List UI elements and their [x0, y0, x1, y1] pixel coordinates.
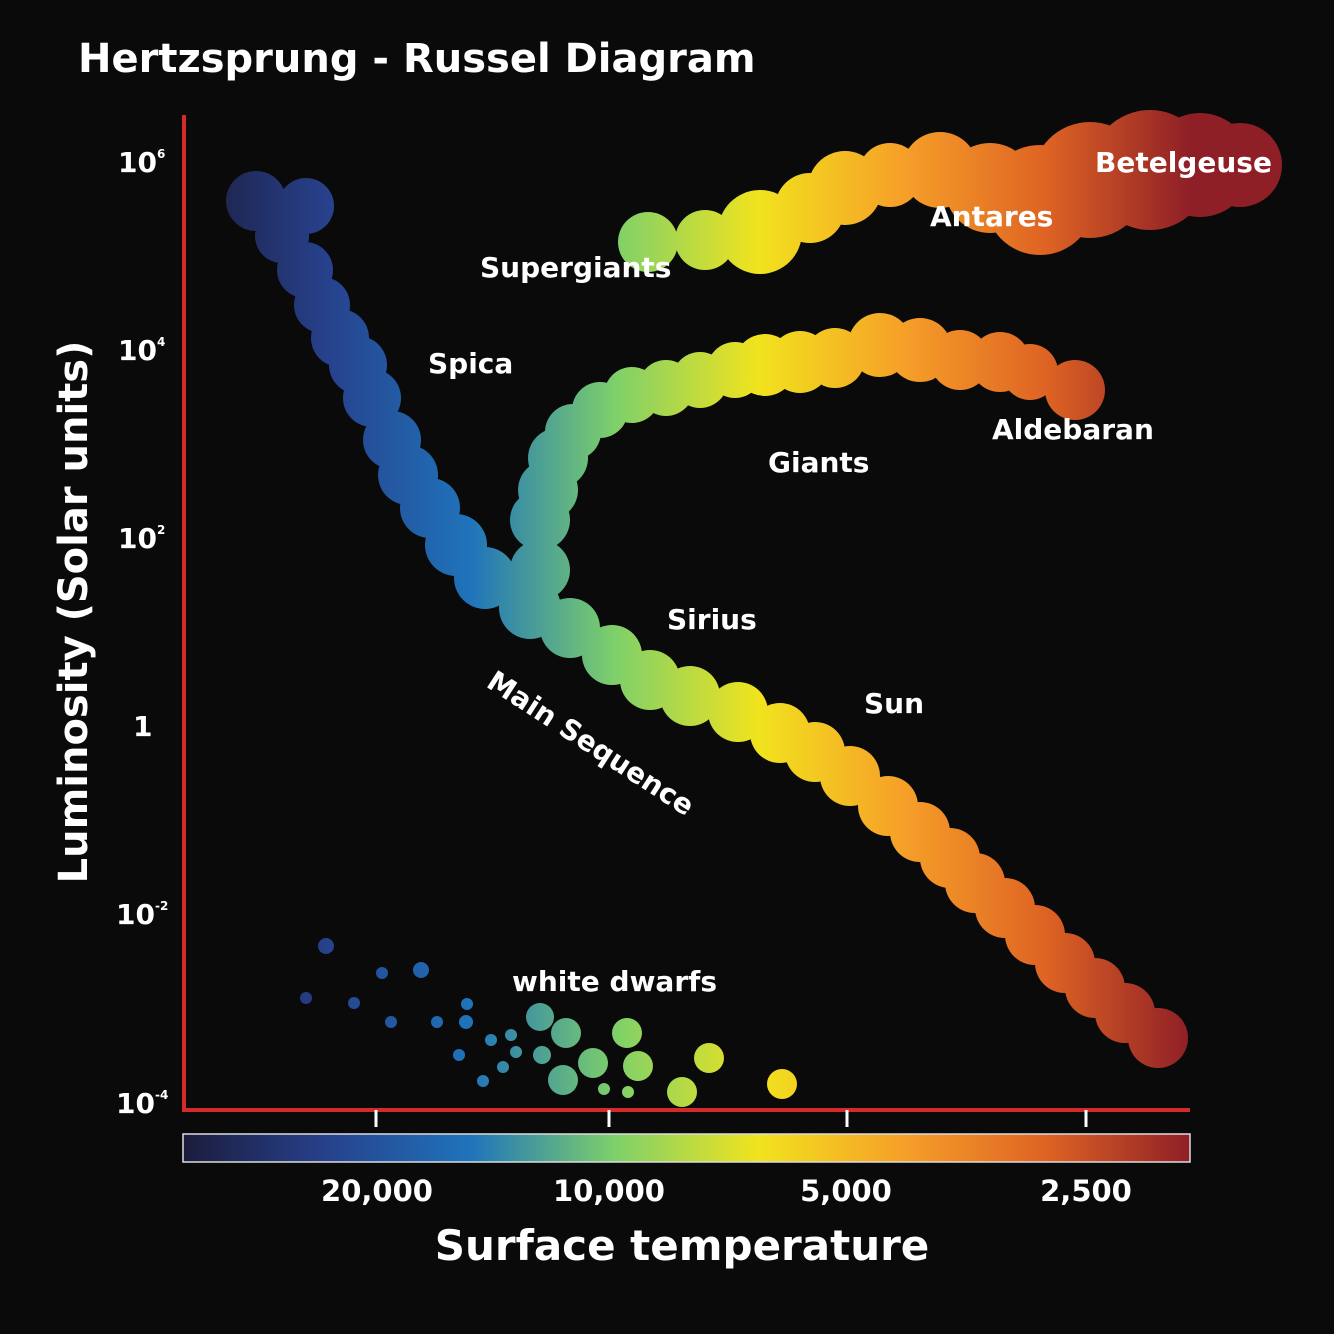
- label-supergiants: Supergiants: [480, 251, 671, 284]
- giant-star: [1002, 344, 1058, 400]
- white-dwarf-star: [477, 1075, 489, 1087]
- white-dwarf-star: [461, 998, 473, 1010]
- label-sirius: Sirius: [667, 603, 757, 636]
- x-tick-label: 20,000: [321, 1174, 433, 1208]
- white-dwarf-star: [526, 1003, 554, 1031]
- white-dwarf-star: [623, 1051, 653, 1081]
- white-dwarf-star: [431, 1016, 443, 1028]
- white-dwarf-star: [497, 1061, 509, 1073]
- y-tick-label: 10-4: [116, 1087, 168, 1120]
- white-dwarf-star: [510, 1046, 522, 1058]
- giant-star: [1045, 360, 1105, 420]
- white-dwarf-star: [413, 962, 429, 978]
- white-dwarf-star: [348, 997, 360, 1009]
- y-tick-labels: 106 104 102 1 10-2 10-4: [116, 146, 168, 1120]
- white-dwarf-star: [300, 992, 312, 1004]
- white-dwarf-star: [505, 1029, 517, 1041]
- white-dwarf-star: [578, 1048, 608, 1078]
- label-betelgeuse: Betelgeuse: [1095, 146, 1272, 179]
- white-dwarf-star: [376, 967, 388, 979]
- white-dwarf-star: [598, 1083, 610, 1095]
- y-tick-label: 1: [133, 710, 152, 743]
- white-dwarf-star: [533, 1046, 551, 1064]
- main-sequence-band: [226, 171, 1188, 1068]
- main-sequence-star: [1128, 1008, 1188, 1068]
- white-dwarf-star: [622, 1086, 634, 1098]
- main-sequence-star: [454, 547, 516, 609]
- supergiants-band: [618, 110, 1282, 274]
- white-dwarf-star: [612, 1018, 642, 1048]
- x-axis-label: Surface temperature: [435, 1221, 930, 1270]
- x-tick-labels: 20,000 10,000 5,000 2,500: [321, 1174, 1132, 1208]
- x-tick-label: 2,500: [1040, 1174, 1132, 1208]
- y-tick-label: 10-2: [116, 898, 168, 931]
- giant-star: [510, 540, 570, 600]
- white-dwarf-star: [694, 1043, 724, 1073]
- label-antares: Antares: [930, 200, 1053, 233]
- label-sun: Sun: [864, 687, 924, 720]
- white-dwarf-star: [551, 1018, 581, 1048]
- y-tick-label: 106: [118, 146, 165, 179]
- x-tick-label: 10,000: [553, 1174, 665, 1208]
- temperature-color-bar: [182, 1133, 1191, 1163]
- supergiant-star: [1198, 123, 1282, 207]
- diagram-title: Hertzsprung - Russel Diagram: [78, 36, 756, 82]
- label-giants: Giants: [768, 446, 869, 479]
- label-aldebaran: Aldebaran: [992, 413, 1154, 446]
- white-dwarf-star: [667, 1077, 697, 1107]
- giants-band: [510, 313, 1105, 600]
- white-dwarf-star: [459, 1015, 473, 1029]
- x-tick-label: 5,000: [800, 1174, 892, 1208]
- y-tick-label: 102: [118, 522, 165, 555]
- white-dwarf-star: [548, 1065, 578, 1095]
- label-white-dwarfs: white dwarfs: [512, 965, 717, 998]
- supergiant-star: [618, 212, 678, 272]
- main-sequence-star: [660, 666, 720, 726]
- label-spica: Spica: [428, 347, 513, 380]
- white-dwarfs-cluster: [300, 938, 797, 1107]
- white-dwarf-star: [385, 1016, 397, 1028]
- y-axis-label: Luminosity (Solar units): [51, 341, 97, 884]
- white-dwarf-star: [767, 1069, 797, 1099]
- white-dwarf-star: [453, 1049, 465, 1061]
- white-dwarf-star: [485, 1034, 497, 1046]
- y-tick-label: 104: [118, 334, 165, 367]
- white-dwarf-star: [318, 938, 334, 954]
